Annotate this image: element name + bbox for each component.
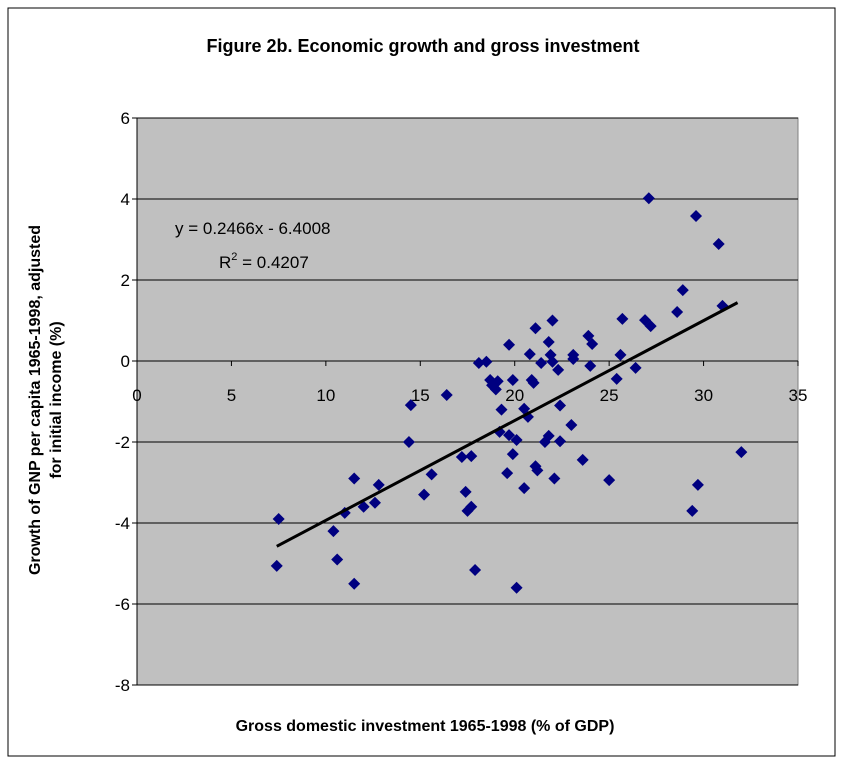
y-tick-label: 4 (121, 190, 130, 209)
y-tick-label: -8 (115, 676, 130, 695)
chart-title: Figure 2b. Economic growth and gross inv… (206, 36, 639, 56)
data-point (546, 355, 559, 368)
plot-background (136, 117, 799, 686)
data-point (690, 210, 703, 223)
data-point (459, 485, 472, 498)
y-tick-label: -4 (115, 514, 130, 533)
data-point (465, 500, 478, 513)
data-point (614, 348, 627, 361)
data-point (554, 399, 567, 412)
x-tick-label: 10 (316, 386, 335, 405)
data-point (546, 314, 559, 327)
data-point (348, 472, 361, 485)
r-squared-rest: = 0.4207 (237, 253, 308, 272)
x-tick-label: 30 (694, 386, 713, 405)
y-axis-title-line: for initial income (%) (48, 321, 65, 478)
data-point (510, 433, 523, 446)
x-tick-label: 35 (789, 386, 808, 405)
y-axis-title-line: Growth of GNP per capita 1965-1998, adju… (27, 225, 44, 575)
data-point (735, 446, 748, 459)
data-point (357, 500, 370, 513)
y-tick-label: 6 (121, 109, 130, 128)
data-point (552, 363, 565, 376)
data-point (542, 429, 555, 442)
x-tick-label: 5 (227, 386, 236, 405)
data-point (501, 467, 514, 480)
data-point (542, 335, 555, 348)
data-point (368, 496, 381, 509)
data-point (691, 478, 704, 491)
data-point (503, 338, 516, 351)
data-point (529, 460, 542, 473)
data-point (565, 418, 578, 431)
data-point (644, 320, 657, 333)
x-tick-label: 0 (132, 386, 141, 405)
data-point (440, 389, 453, 402)
data-point (402, 436, 415, 448)
data-point (535, 357, 548, 370)
x-tick-label: 20 (505, 386, 524, 405)
y-tick-label: -6 (115, 595, 130, 614)
data-point (686, 504, 699, 517)
data-point (506, 374, 519, 387)
y-tick-label: -2 (115, 433, 130, 452)
data-point (270, 559, 283, 572)
x-axis-title: Gross domestic investment 1965-1998 (% o… (236, 718, 615, 735)
x-tick-label: 15 (411, 386, 430, 405)
data-point (489, 383, 502, 396)
r-squared-sup: 2 (231, 251, 237, 263)
data-point (469, 563, 482, 576)
data-point (495, 403, 508, 416)
data-point (529, 322, 542, 335)
data-point (554, 435, 567, 448)
data-point (506, 448, 519, 461)
data-point (584, 359, 597, 372)
data-point (610, 372, 623, 385)
r-squared: R2 = 0.4207 (219, 251, 309, 272)
data-point (455, 450, 468, 463)
data-point (518, 482, 531, 495)
data-point (327, 525, 340, 538)
data-point (503, 429, 516, 442)
data-point (425, 468, 438, 481)
data-point (548, 472, 561, 485)
data-point (629, 361, 642, 374)
data-point (586, 337, 599, 350)
data-point (510, 581, 523, 594)
data-point (418, 488, 431, 501)
data-point (472, 357, 485, 370)
data-point (616, 312, 629, 325)
data-point (348, 577, 361, 590)
data-point (576, 453, 589, 466)
data-point (404, 399, 417, 412)
data-point (331, 553, 344, 566)
data-point (676, 284, 689, 297)
data-point (603, 474, 616, 487)
plot-area: -8 -6 -4 -2 0 2 4 6 0 5 10 15 20 25 30 35 (115, 109, 808, 695)
data-point (671, 305, 684, 318)
trendline (276, 301, 739, 548)
data-point (527, 376, 540, 389)
data-point (372, 478, 385, 491)
y-axis-title: Growth of GNP per capita 1965-1998, adju… (27, 225, 65, 575)
data-point (491, 375, 504, 388)
r-squared-base: R (219, 253, 231, 272)
data-point (480, 355, 493, 368)
y-tick-label: 2 (121, 271, 130, 290)
data-point (523, 348, 536, 361)
y-tick-label: 0 (121, 352, 130, 371)
data-point (712, 237, 725, 250)
trend-equation: y = 0.2466x - 6.4008 (175, 219, 330, 238)
x-tick-label: 25 (600, 386, 619, 405)
data-point (642, 192, 655, 205)
data-point (272, 512, 285, 525)
data-point (567, 352, 580, 365)
data-point (465, 450, 478, 463)
